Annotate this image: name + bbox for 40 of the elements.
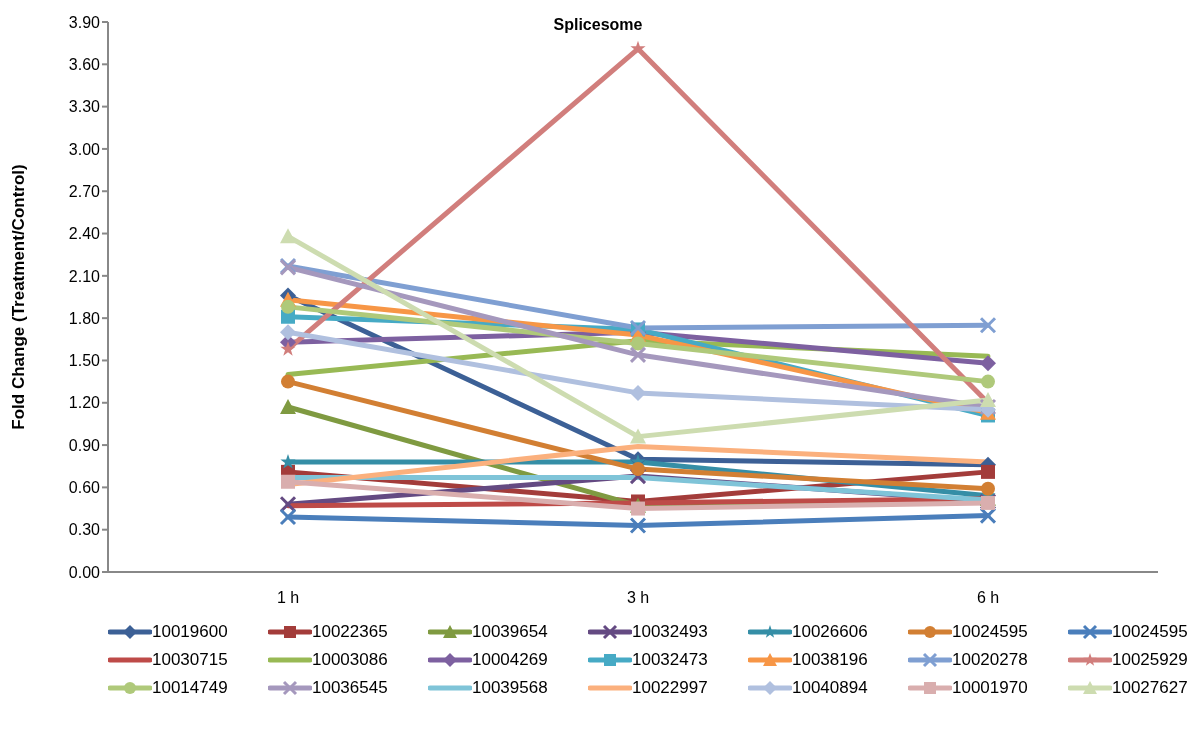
y-tick-label: 3.60 bbox=[68, 55, 101, 73]
legend-label: 10025929 bbox=[1112, 650, 1188, 670]
y-tick-label: 2.70 bbox=[68, 182, 101, 200]
x-tick-label: 1 h bbox=[276, 589, 300, 607]
y-tick-label: 2.40 bbox=[68, 225, 101, 243]
legend-label: 10032493 bbox=[632, 622, 708, 642]
y-tick-label: 3.00 bbox=[68, 140, 101, 158]
legend-label: 10003086 bbox=[312, 650, 388, 670]
y-tick-label: 3.90 bbox=[68, 13, 101, 31]
legend-label: 10020278 bbox=[952, 650, 1028, 670]
legend-label: 10014749 bbox=[152, 678, 228, 698]
y-tick-label: 3.30 bbox=[68, 98, 101, 116]
legend-label: 10024595 bbox=[952, 622, 1028, 642]
y-tick-label: 1.80 bbox=[68, 309, 101, 327]
legend-label: 10004269 bbox=[472, 650, 548, 670]
legend-label: 10022365 bbox=[312, 622, 388, 642]
y-tick-label: 1.50 bbox=[68, 352, 101, 370]
legend-label: 10001970 bbox=[952, 678, 1028, 698]
legend-label: 10039654 bbox=[472, 622, 548, 642]
chart-title: Splicesome bbox=[553, 16, 643, 33]
legend-label: 10027627 bbox=[1112, 678, 1188, 698]
legend-label: 10022997 bbox=[632, 678, 708, 698]
y-tick-label: 1.20 bbox=[68, 394, 101, 412]
legend-label: 10032473 bbox=[632, 650, 708, 670]
y-axis-title: Fold Change (Treatment/Control) bbox=[9, 164, 29, 430]
legend-label: 10040894 bbox=[792, 678, 868, 698]
y-tick-label: 0.30 bbox=[68, 521, 101, 539]
y-tick-label: 0.60 bbox=[68, 479, 101, 497]
legend-label: 10024595 bbox=[1112, 622, 1188, 642]
y-tick-label: 2.10 bbox=[68, 267, 101, 285]
x-tick-label: 3 h bbox=[626, 589, 650, 607]
legend-label: 10026606 bbox=[792, 622, 868, 642]
legend-label: 10038196 bbox=[792, 650, 868, 670]
legend-label: 10036545 bbox=[312, 678, 388, 698]
legend-label: 10030715 bbox=[152, 650, 228, 670]
legend-label: 10039568 bbox=[472, 678, 548, 698]
y-tick-label: 0.90 bbox=[68, 436, 101, 454]
y-tick-label: 0.00 bbox=[68, 563, 101, 581]
legend-label: 10019600 bbox=[152, 622, 228, 642]
x-tick-label: 6 h bbox=[976, 589, 1000, 607]
